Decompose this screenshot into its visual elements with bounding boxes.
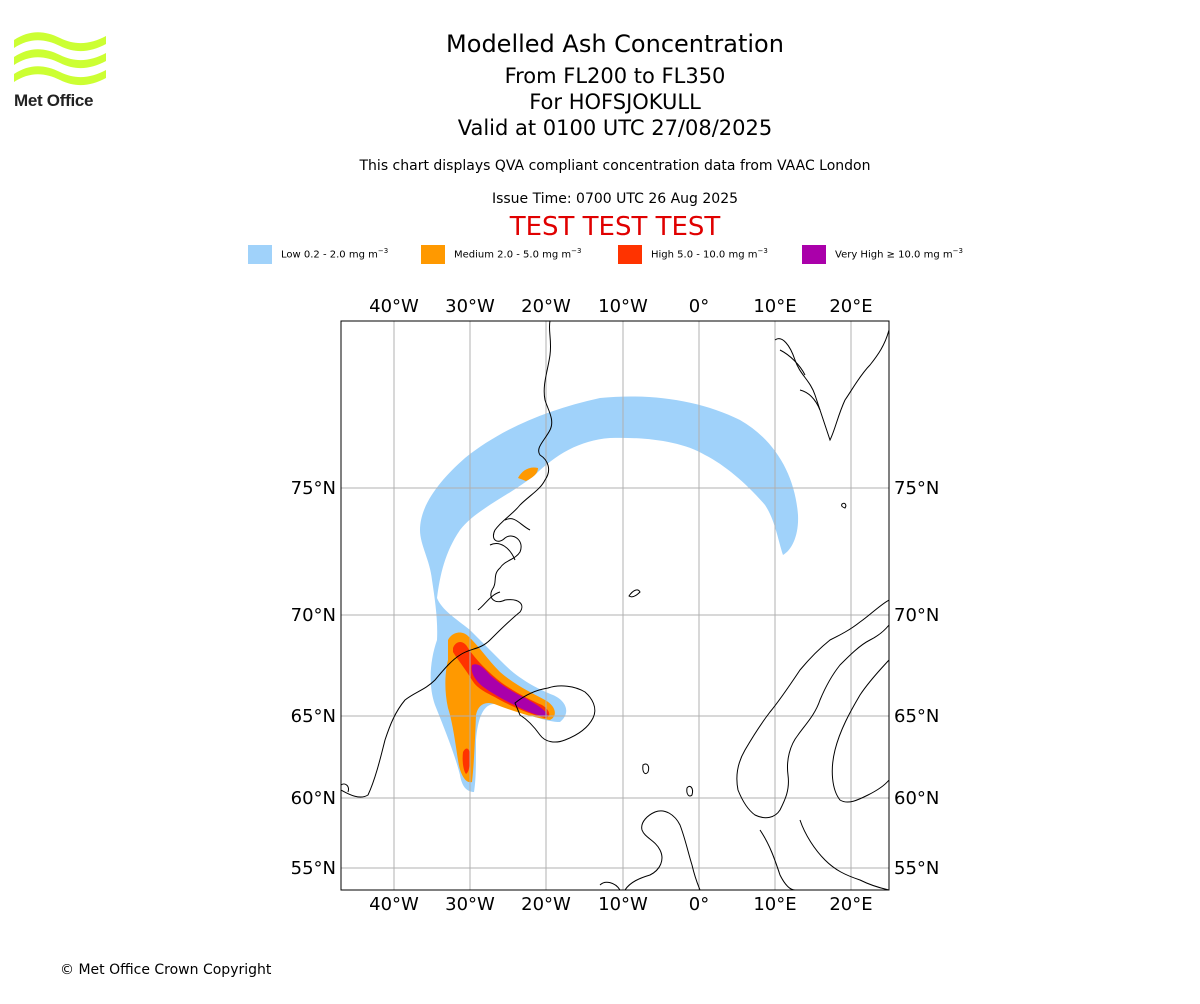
met-office-logo: Met Office [14,30,109,115]
graticule [341,321,889,890]
lon-tick-bottom: 20°W [521,894,571,915]
map-frame [340,320,890,891]
lon-labels-bottom: 40°W 30°W 20°W 10°W 0° 10°E 20°E [369,894,872,915]
lat-tick-right: 75°N [894,478,939,499]
ash-very-high-area [471,664,548,717]
legend-low: Low 0.2 - 2.0 mg m−3 [248,244,388,264]
lon-tick-bottom: 40°W [369,894,419,915]
wave-logo-icon [14,32,106,86]
logo-text: Met Office [14,91,94,110]
lat-tick-right: 60°N [894,788,939,809]
lon-tick-top: 40°W [369,296,419,317]
legend-label-high: High 5.0 - 10.0 mg m−3 [651,247,768,261]
lon-tick-bottom: 10°E [753,894,796,915]
test-banner: TEST TEST TEST [509,212,721,242]
lon-tick-bottom: 0° [689,894,709,915]
lon-tick-bottom: 20°E [829,894,872,915]
lon-tick-bottom: 10°W [598,894,648,915]
lon-tick-top: 10°W [598,296,648,317]
lon-tick-top: 20°E [829,296,872,317]
chart-description: This chart displays QVA compliant concen… [359,158,871,174]
legend-label-very-high: Very High ≥ 10.0 mg m−3 [835,247,963,261]
legend-very-high: Very High ≥ 10.0 mg m−3 [802,244,963,264]
lat-tick-left: 60°N [291,788,336,809]
lat-labels-right: 75°N 70°N 65°N 60°N 55°N [894,478,939,879]
lon-labels-top: 40°W 30°W 20°W 10°W 0° 10°E 20°E [369,296,872,317]
lat-tick-left: 70°N [291,605,336,626]
legend-swatch-medium [421,244,445,264]
ash-medium-patch [518,467,538,481]
legend-swatch-high [618,244,642,264]
map-content [341,321,889,890]
legend-medium: Medium 2.0 - 5.0 mg m−3 [421,244,581,264]
volcano-name: For HOFSJOKULL [529,90,701,114]
lat-tick-left: 55°N [291,858,336,879]
lon-tick-top: 20°W [521,296,571,317]
legend-swatch-low [248,244,272,264]
chart-title: Modelled Ash Concentration [446,30,784,58]
lat-tick-right: 55°N [894,858,939,879]
lat-tick-right: 70°N [894,605,939,626]
ash-low-area [420,396,799,792]
legend-label-low: Low 0.2 - 2.0 mg m−3 [281,247,389,261]
lon-tick-top: 0° [689,296,709,317]
lat-tick-left: 75°N [291,478,336,499]
lon-tick-top: 30°W [445,296,495,317]
lon-tick-bottom: 30°W [445,894,495,915]
valid-time: Valid at 0100 UTC 27/08/2025 [457,116,773,140]
flight-level-range: From FL200 to FL350 [504,64,726,88]
lon-tick-top: 10°E [753,296,796,317]
coastlines [341,321,889,890]
ash-high-patch [462,748,470,774]
lat-tick-left: 65°N [291,706,336,727]
lat-tick-right: 65°N [894,706,939,727]
issue-time: Issue Time: 0700 UTC 26 Aug 2025 [491,191,739,207]
lat-labels-left: 75°N 70°N 65°N 60°N 55°N [291,478,336,879]
legend-swatch-very-high [802,244,826,264]
legend-high: High 5.0 - 10.0 mg m−3 [618,244,768,264]
copyright-notice: © Met Office Crown Copyright [60,962,272,978]
legend-label-medium: Medium 2.0 - 5.0 mg m−3 [454,247,582,261]
